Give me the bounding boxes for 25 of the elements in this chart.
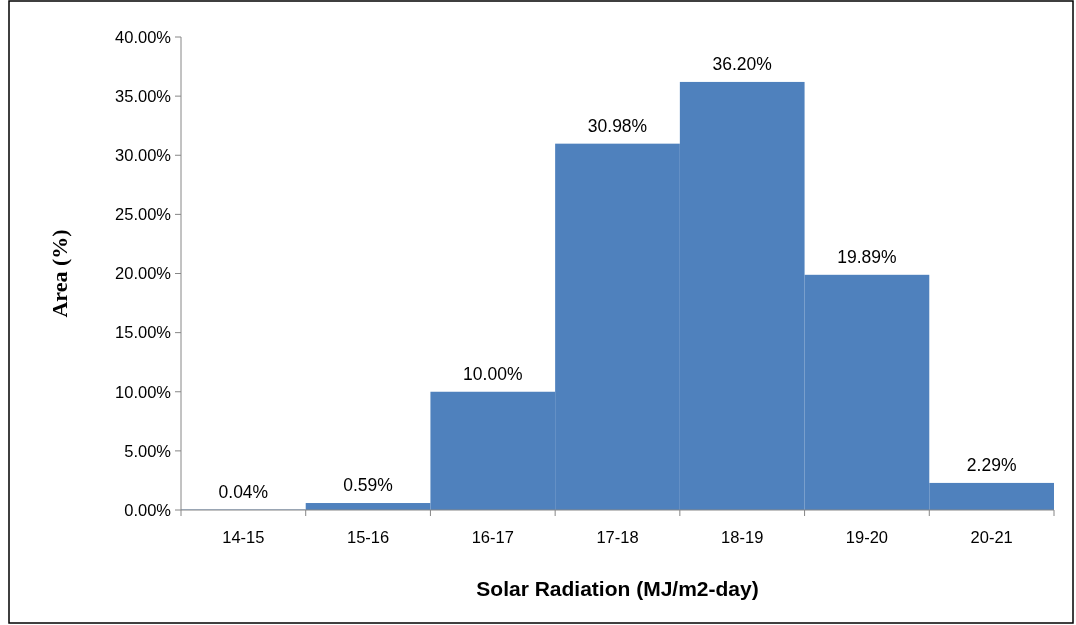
y-tick-label: 20.00% [115,264,172,283]
data-label: 30.98% [587,115,648,136]
x-tick-label: 14-15 [222,528,265,546]
data-label: 36.20% [712,53,772,74]
y-tick-label: 5.00% [124,441,172,460]
data-label: 19.89% [837,246,897,267]
data-label: 0.04% [218,481,269,502]
y-tick-label: 10.00% [115,382,172,401]
y-axis-title: Area (%) [47,229,72,318]
x-axis-title: Solar Radiation (MJ/m2-day) [476,577,759,600]
data-label: 2.29% [966,454,1017,475]
y-tick-label: 35.00% [115,86,172,105]
x-tick-label: 16-17 [471,528,514,546]
y-tick-label: 15.00% [115,323,172,342]
y-tick-label: 30.00% [115,146,172,165]
x-tick-label: 15-16 [346,528,390,546]
x-tick-label: 19-20 [845,528,889,546]
data-label: 10.00% [463,363,523,384]
x-tick-label: 17-18 [596,528,639,546]
y-tick-label: 0.00% [124,500,172,519]
x-tick-label: 20-21 [970,528,1013,546]
data-label: 0.59% [343,475,393,496]
x-tick-label: 18-19 [721,528,764,546]
y-tick-label: 40.00% [115,27,172,46]
y-tick-label: 25.00% [115,205,172,224]
